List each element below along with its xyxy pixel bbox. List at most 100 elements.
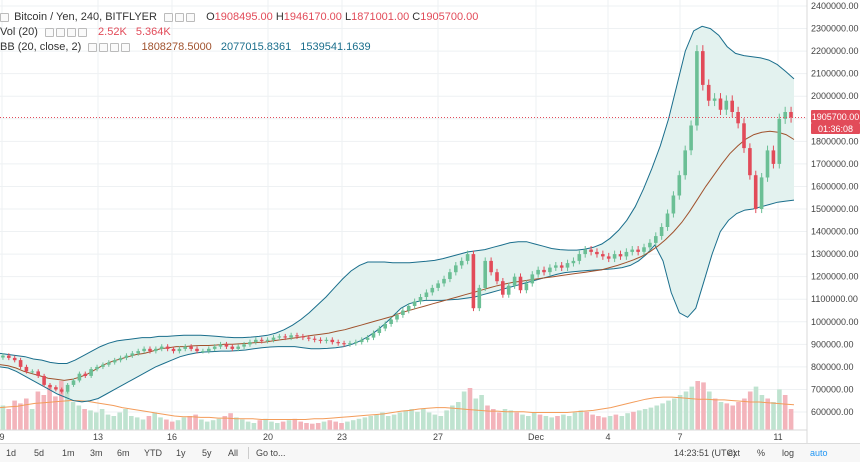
candle-body <box>389 319 393 324</box>
volume-bar <box>187 416 192 430</box>
candle-body <box>107 362 111 365</box>
range-all[interactable]: All <box>228 448 239 458</box>
candle-body <box>401 310 405 315</box>
candle-body <box>636 249 640 252</box>
volume-bar <box>788 409 794 430</box>
volume-bar <box>695 381 700 430</box>
candle-body <box>18 360 23 367</box>
volume-bar <box>315 423 321 430</box>
x-tick-label: 13 <box>93 432 103 442</box>
percent-toggle[interactable]: % <box>757 448 766 458</box>
range-6m[interactable]: 6m <box>117 448 130 458</box>
goto-button[interactable]: Go to... <box>256 448 286 458</box>
price-tag: 1905700.00 01:36:08 <box>811 110 860 134</box>
vol-settings-gear-icon[interactable] <box>55 27 65 37</box>
volume-bar <box>485 405 490 430</box>
candle-body <box>689 125 693 151</box>
candle-body <box>683 150 687 176</box>
volume-bar <box>263 418 268 430</box>
price-chart[interactable]: 600000.00 700000.00 800000.00 900000.00 1000… <box>0 0 860 443</box>
candle-body <box>759 177 764 209</box>
candle-body <box>706 84 711 101</box>
range-5y[interactable]: 5y <box>202 448 212 458</box>
symbol-title: Bitcoin / Yen, 240, BITFLYER <box>14 11 157 23</box>
volume-bar <box>724 403 730 430</box>
volume-bar <box>753 386 759 430</box>
range-1d[interactable]: 1d <box>6 448 17 458</box>
candle-body <box>318 339 323 341</box>
vol-close-icon[interactable] <box>66 27 76 37</box>
hide-eye-icon[interactable] <box>164 12 174 22</box>
vol-hide-eye-icon[interactable] <box>44 27 54 37</box>
legend-collapse-icon[interactable] <box>0 12 9 22</box>
candle-body <box>454 265 458 273</box>
low-value: 1871001.00 <box>351 11 410 23</box>
candle-body <box>248 342 252 345</box>
volume-bar <box>94 412 99 430</box>
auto-toggle[interactable]: auto <box>810 448 828 458</box>
volume-bar <box>415 411 420 430</box>
candle-body <box>271 337 276 340</box>
volume-bar <box>146 416 152 430</box>
candle-body <box>589 249 593 252</box>
volume-bar <box>701 382 706 430</box>
bb-close-icon[interactable] <box>110 42 120 52</box>
range-5d[interactable]: 5d <box>34 448 45 458</box>
candle-body <box>418 297 423 302</box>
candle-body <box>748 148 752 176</box>
volume-bar <box>117 412 122 430</box>
volume-bar <box>251 423 257 430</box>
bb-lower-value: 1539541.1639 <box>300 41 371 53</box>
candle-body <box>289 335 293 338</box>
volume-bar <box>397 412 403 430</box>
range-ytd[interactable]: YTD <box>144 448 162 458</box>
volume-bar <box>444 410 449 430</box>
high-label: H <box>275 11 284 23</box>
range-1m[interactable]: 1m <box>62 448 75 458</box>
volume-bar <box>782 395 788 430</box>
volume-bar <box>298 421 303 430</box>
volume-legend: Vol (20) 2.52K 5.364K <box>0 25 171 39</box>
candle-body <box>565 263 570 268</box>
volume-bar <box>689 386 695 430</box>
candle-body <box>142 348 146 352</box>
y-tick-label: 1500000.00 <box>811 204 859 214</box>
volume-bar <box>210 420 216 430</box>
candle-body <box>277 336 282 338</box>
volume-bar <box>771 402 776 430</box>
volume-bar <box>35 391 41 430</box>
candle-body <box>789 112 793 118</box>
volume-bar <box>24 398 29 430</box>
volume-bar <box>245 421 251 430</box>
candle-body <box>42 375 46 385</box>
candle-body <box>742 123 746 149</box>
candle-body <box>301 336 305 338</box>
candle-body <box>7 355 11 358</box>
bb-more-icon[interactable] <box>121 42 131 52</box>
candle-body <box>718 98 723 110</box>
ext-toggle[interactable]: ext <box>728 448 741 458</box>
more-icon[interactable] <box>186 12 196 22</box>
volume-bar <box>537 414 543 430</box>
price-tag-bg <box>811 110 860 123</box>
candle-body <box>424 292 429 297</box>
candle-body <box>377 328 382 333</box>
volume-bar <box>473 398 479 430</box>
candle-body <box>230 346 235 349</box>
settings-gear-icon[interactable] <box>175 12 185 22</box>
bb-hide-eye-icon[interactable] <box>88 42 98 52</box>
candle-body <box>765 150 770 178</box>
candle-body <box>442 278 446 284</box>
volume-bar <box>18 403 23 430</box>
candle-body <box>654 236 658 243</box>
candle-body <box>59 389 64 392</box>
candle-body <box>724 100 729 110</box>
volume-bar <box>380 412 385 430</box>
bb-settings-gear-icon[interactable] <box>99 42 109 52</box>
vol-more-icon[interactable] <box>77 27 87 37</box>
range-3m[interactable]: 3m <box>90 448 103 458</box>
volume-bar <box>333 421 338 430</box>
range-1y[interactable]: 1y <box>176 448 186 458</box>
log-toggle[interactable]: log <box>782 448 795 458</box>
volume-ma-value: 5.364K <box>135 26 171 38</box>
